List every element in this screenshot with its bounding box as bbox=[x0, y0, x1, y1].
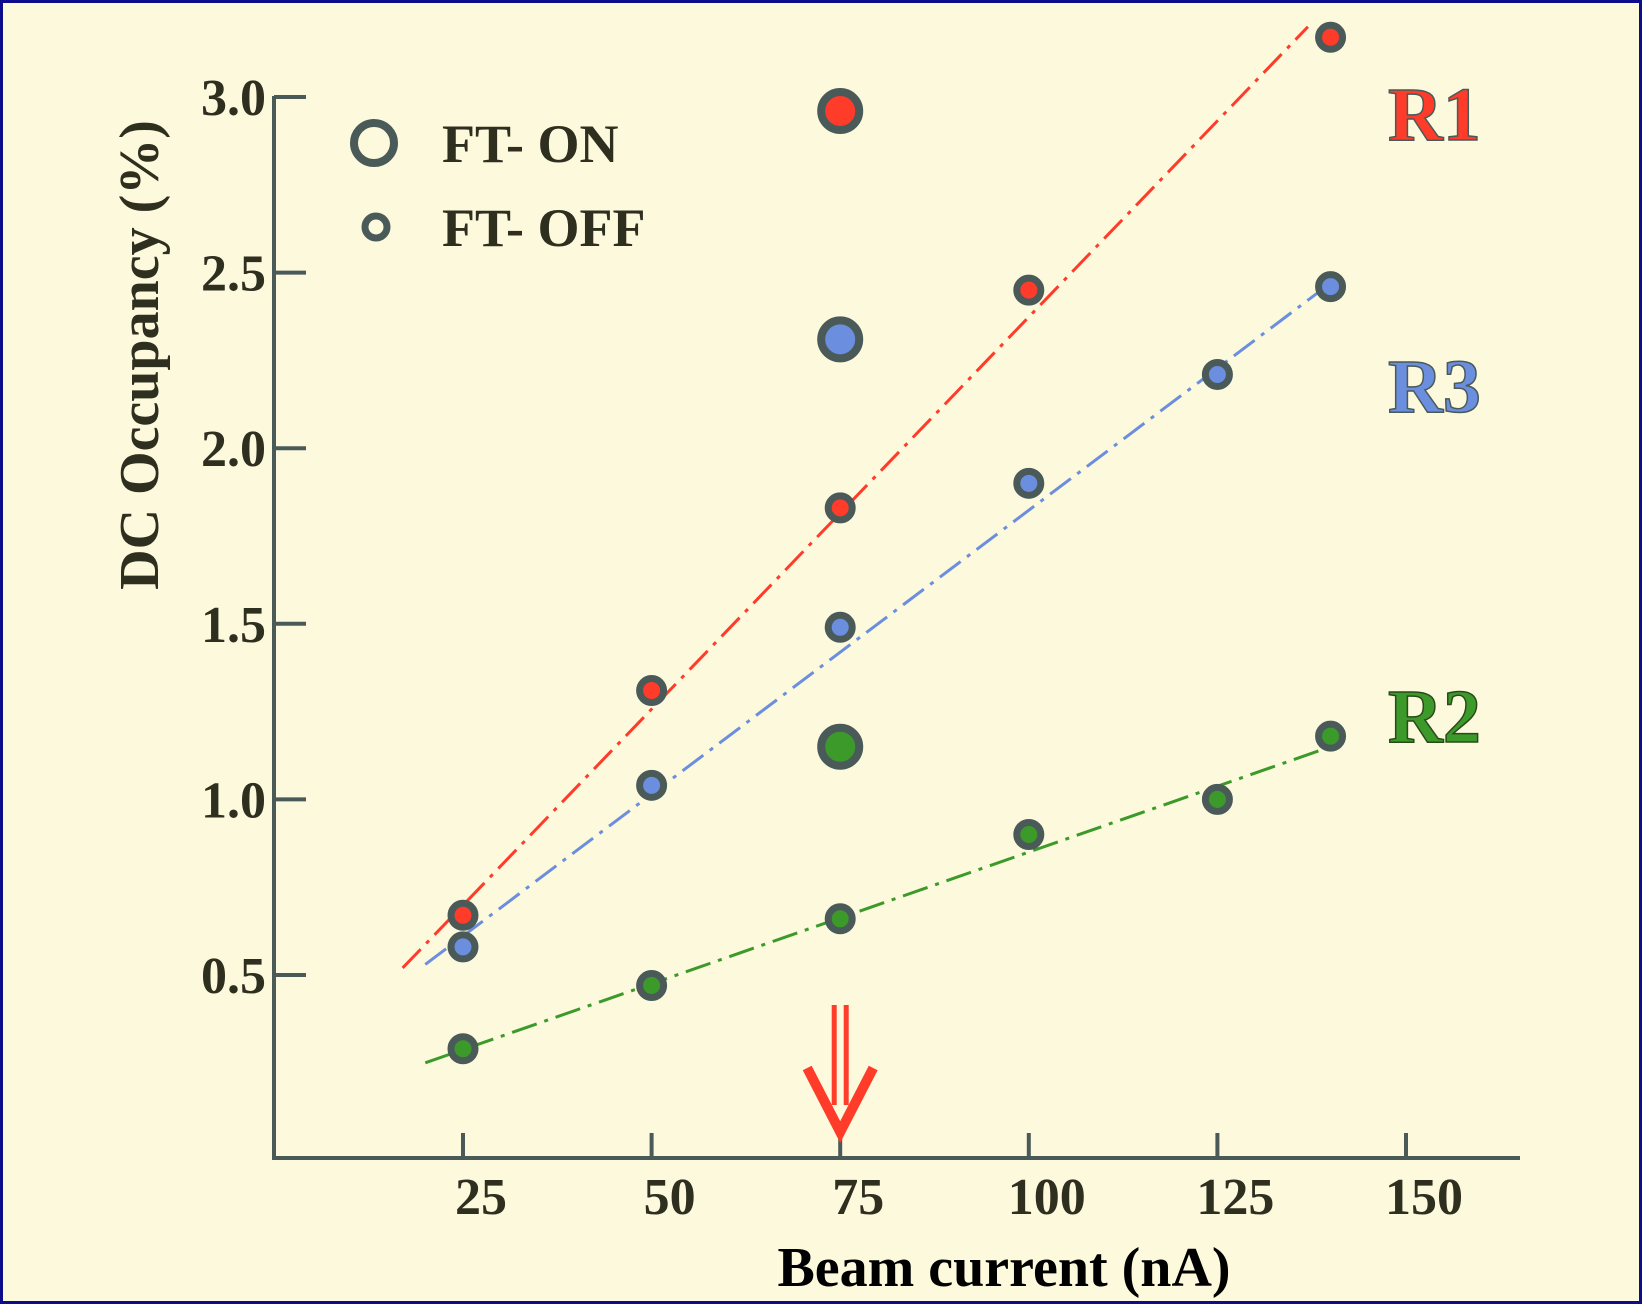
point-ft-off-r2 bbox=[1201, 783, 1233, 815]
legend-ft-off-label: FT- OFF bbox=[442, 198, 646, 258]
series-label-r1: R1 bbox=[1388, 73, 1481, 157]
y-ticks: 0.5 1.0 1.5 2.0 2.5 3.0 bbox=[201, 70, 306, 1005]
point-ft-off-r1 bbox=[1013, 274, 1045, 306]
legend-ft-off-marker bbox=[361, 212, 391, 242]
point-ft-off-r2 bbox=[824, 903, 856, 935]
point-ft-off-r3 bbox=[636, 769, 668, 801]
data-points bbox=[447, 21, 1347, 1065]
point-ft-off-r3 bbox=[1315, 271, 1347, 303]
point-ft-off-r3 bbox=[824, 611, 856, 643]
point-ft-off-r1 bbox=[447, 899, 479, 931]
x-tick-label: 50 bbox=[644, 1169, 696, 1226]
series-label-r2: R2 bbox=[1388, 675, 1481, 759]
x-tick-label: 100 bbox=[1008, 1169, 1086, 1226]
y-tick-label: 1.0 bbox=[201, 772, 266, 829]
legend: FT- ON FT- OFF bbox=[350, 114, 646, 258]
axes: 0.5 1.0 1.5 2.0 2.5 3.0 25 50 75 100 125 150 bbox=[201, 70, 1520, 1226]
beam-current-arrow bbox=[802, 1005, 878, 1143]
arrow-head bbox=[802, 1065, 878, 1143]
point-ft-off-r1 bbox=[824, 492, 856, 524]
legend-ft-on-label: FT- ON bbox=[442, 114, 619, 174]
point-ft-off-r1 bbox=[1315, 21, 1347, 53]
point-ft-off-r2 bbox=[1013, 819, 1045, 851]
point-ft-off-r2 bbox=[1315, 720, 1347, 752]
x-tick-label: 75 bbox=[832, 1169, 884, 1226]
series-label-r3: R3 bbox=[1388, 345, 1481, 429]
y-axis-title: DC Occupancy (%) bbox=[109, 120, 171, 590]
point-ft-on-r1 bbox=[817, 88, 864, 135]
x-axis-title: Beam current (nA) bbox=[777, 1237, 1230, 1299]
fit-line-r1 bbox=[401, 25, 1310, 970]
y-tick-label: 1.5 bbox=[201, 597, 266, 654]
y-tick-label: 2.0 bbox=[201, 421, 266, 478]
fit-lines bbox=[401, 25, 1332, 1065]
point-ft-on-r3 bbox=[817, 316, 864, 363]
point-ft-on-r2 bbox=[817, 723, 864, 770]
x-tick-label: 25 bbox=[455, 1169, 507, 1226]
fit-line-r2 bbox=[424, 745, 1332, 1065]
point-ft-off-r3 bbox=[1013, 467, 1045, 499]
point-ft-off-r3 bbox=[447, 931, 479, 963]
x-tick-label: 150 bbox=[1385, 1169, 1463, 1226]
series-labels: R1 R3 R2 bbox=[1387, 72, 1481, 760]
point-ft-off-r2 bbox=[636, 970, 668, 1002]
point-ft-off-r1 bbox=[636, 675, 668, 707]
legend-ft-on-marker bbox=[350, 119, 398, 167]
y-tick-label: 3.0 bbox=[201, 70, 266, 127]
fit-line-r3 bbox=[424, 281, 1332, 966]
x-tick-label: 125 bbox=[1196, 1169, 1274, 1226]
y-tick-label: 0.5 bbox=[201, 948, 266, 1005]
point-ft-off-r2 bbox=[447, 1033, 479, 1065]
x-ticks: 25 50 75 100 125 150 bbox=[455, 1133, 1463, 1226]
y-tick-label: 2.5 bbox=[201, 246, 266, 303]
point-ft-off-r3 bbox=[1201, 358, 1233, 390]
